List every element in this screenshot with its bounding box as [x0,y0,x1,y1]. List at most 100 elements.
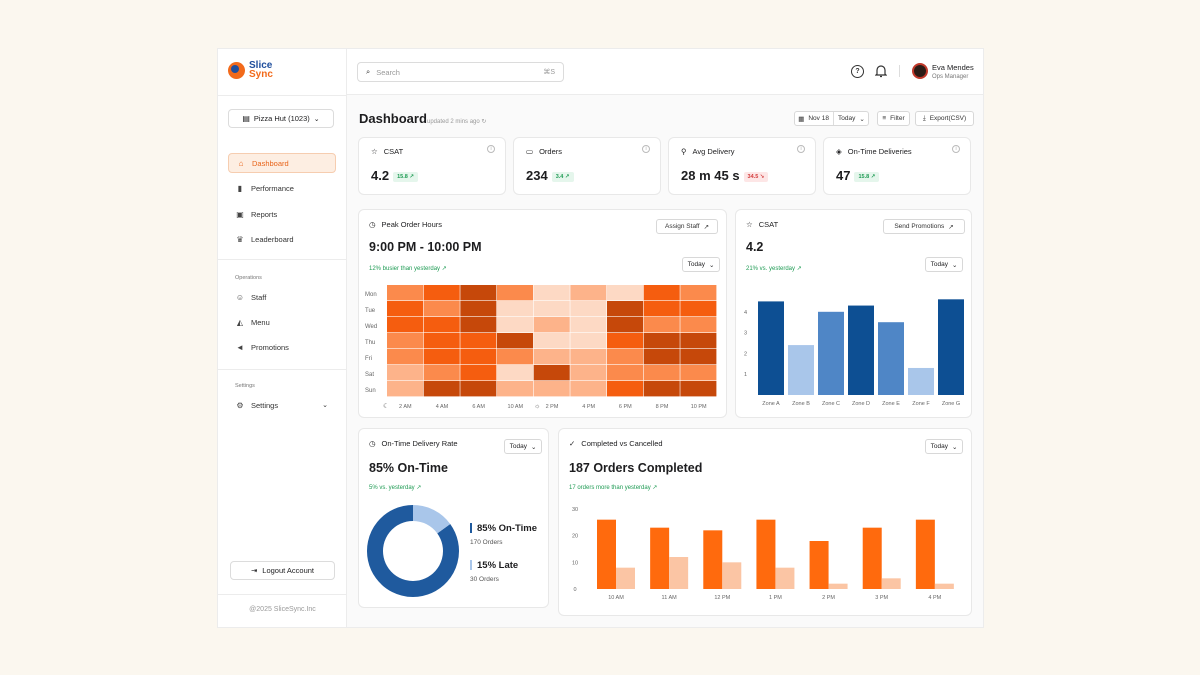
help-icon[interactable]: ? [851,65,864,78]
sidebar-item-reports[interactable]: ▣ Reports [228,204,336,224]
sidebar-item-menu[interactable]: ◭ Menu [228,312,336,332]
x-tick-label: Zone G [942,401,960,407]
csat-bar [938,299,964,395]
heatmap-row-label: Sat [365,372,374,378]
pizza-icon: ◭ [236,317,244,327]
csat-bar [818,311,844,395]
trend-up-icon: ↗ [796,266,802,272]
search-input[interactable]: ⌕ Search ⌘S [357,62,564,82]
chevron-down-icon: ⌄ [951,261,958,269]
sidebar-item-label: Menu [251,317,270,327]
kpi-card-on-time: ◈ On-Time Deliveries i 47 15.8 ↗ [823,137,971,195]
x-tick-label: 1 PM [769,595,782,601]
info-icon[interactable]: i [952,145,960,153]
heatmap-cell [570,349,607,365]
heatmap-col-label: 2 PM [546,404,559,410]
heatmap-cell [533,365,570,381]
heatmap-cell [497,349,534,365]
range-value: Today [837,115,856,122]
sidebar: Slice Sync ▤ Pizza Hut (1023) ⌄ ⌂ Dashbo… [218,49,347,627]
search-shortcut: ⌘S [543,69,555,76]
csat-bar [878,322,904,395]
heatmap-col-label: 8 PM [656,404,669,410]
clock-icon: ◷ [369,220,376,229]
megaphone-icon: ◄ [236,342,244,352]
filter-button[interactable]: ≡ Filter [877,111,910,126]
heatmap-row-label: Wed [365,324,377,330]
sidebar-item-leaderboard[interactable]: ♛ Leaderboard [228,229,336,249]
receipt-icon: ▭ [526,147,534,156]
heatmap-cell [423,333,460,349]
heatmap-cell [570,301,607,317]
copyright: @2025 SliceSync.Inc [249,606,316,613]
kpi-title: CSAT [383,147,404,156]
sidebar-item-performance[interactable]: ▮ Performance [228,178,336,198]
avatar[interactable] [912,63,928,79]
heatmap-cell [607,301,644,317]
logo[interactable]: Slice Sync [228,61,273,80]
heatmap-cell [533,333,570,349]
completed-headline: 187 Orders Completed [569,461,703,475]
heatmap-col-label: 4 AM [436,404,449,410]
x-tick-label: Zone E [882,401,900,407]
sidebar-item-settings[interactable]: ⚙ Settings ⌄ [228,395,336,415]
date-range-picker[interactable]: ▦ Nov 18 Today ⌄ [794,111,869,126]
completed-bar [862,527,882,589]
heatmap-cell [387,333,424,349]
store-selector[interactable]: ▤ Pizza Hut (1023) ⌄ [228,109,334,128]
search-placeholder: Search [376,67,400,77]
y-tick-label: 0 [573,587,576,593]
sidebar-item-dashboard[interactable]: ⌂ Dashboard [228,153,336,173]
sidebar-item-label: Settings [251,400,279,410]
info-icon[interactable]: i [642,145,650,153]
x-tick-label: Zone D [852,401,870,407]
kpi-value: 28 m 45 s [681,168,740,183]
csat-bar [908,367,934,395]
csat-period-select[interactable]: Today ⌄ [925,257,963,272]
heatmap-cell [570,381,607,397]
csat-period-value: Today [930,261,948,268]
completed-bar [756,519,776,589]
kpi-card-csat: ☆ CSAT i 4.2 15.8 ↗ [358,137,506,195]
completed-period-select[interactable]: Today ⌄ [925,439,963,454]
cancelled-bar [828,583,848,589]
heatmap-cell [643,285,680,301]
heatmap-cell [387,285,424,301]
heatmap-cell [497,333,534,349]
heatmap-cell [607,349,644,365]
sidebar-item-label: Reports [251,209,278,219]
bell-icon[interactable] [875,64,887,78]
heatmap-cell [643,333,680,349]
sidebar-item-promotions[interactable]: ◄ Promotions [228,337,336,357]
refresh-icon[interactable]: ↻ [481,119,487,125]
sidebar-item-staff[interactable]: ☺ Staff [228,287,336,307]
kpi-value: 47 [836,168,851,183]
send-promotions-label: Send Promotions [894,223,945,230]
info-icon[interactable]: i [487,145,495,153]
on-time-period-select[interactable]: Today ⌄ [504,439,542,454]
heatmap-cell [423,381,460,397]
heatmap-cell [607,365,644,381]
heatmap-cell [387,381,424,397]
info-icon[interactable]: i [797,145,805,153]
updated-label: updated 2 mins ago ↻ [427,118,486,125]
timer-icon: ◷ [369,439,376,448]
heatmap-col-label: 2 AM [399,404,412,410]
send-promotions-button[interactable]: Send Promotions ↗ [883,219,965,234]
export-label: Export(CSV) [929,115,967,122]
completed-bar [809,541,829,589]
logout-button[interactable]: ⇥ Logout Account [230,561,335,580]
x-tick-label: Zone A [762,401,780,407]
export-csv-button[interactable]: ⤓ Export(CSV) [915,111,974,126]
moon-icon: ☾ [383,403,389,410]
users-icon: ☺ [235,292,245,302]
peak-period-select[interactable]: Today ⌄ [682,257,720,272]
cancelled-bar [616,567,635,589]
heatmap-cell [460,381,497,397]
assign-staff-button[interactable]: Assign Staff ↗ [656,219,718,234]
y-tick-label: 4 [744,310,747,316]
heatmap-cell [387,317,424,333]
csat-hint-text: 21% vs. yesterday [746,266,796,272]
main-content: ⌕ Search ⌘S ? Eva Mendes Ops Manager Das… [347,49,983,627]
y-tick-label: 1 [744,372,747,378]
